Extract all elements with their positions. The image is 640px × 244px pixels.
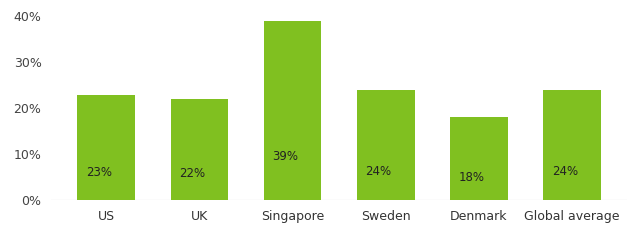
Bar bbox=[170, 99, 228, 200]
Bar bbox=[450, 117, 508, 200]
Text: 39%: 39% bbox=[273, 150, 298, 163]
Bar bbox=[264, 21, 321, 200]
Bar bbox=[357, 90, 415, 200]
Bar bbox=[77, 94, 135, 200]
Bar bbox=[543, 90, 601, 200]
Text: 24%: 24% bbox=[365, 165, 392, 178]
Text: 18%: 18% bbox=[459, 171, 484, 184]
Text: 22%: 22% bbox=[179, 167, 205, 180]
Text: 24%: 24% bbox=[552, 165, 578, 178]
Text: 23%: 23% bbox=[86, 166, 112, 179]
